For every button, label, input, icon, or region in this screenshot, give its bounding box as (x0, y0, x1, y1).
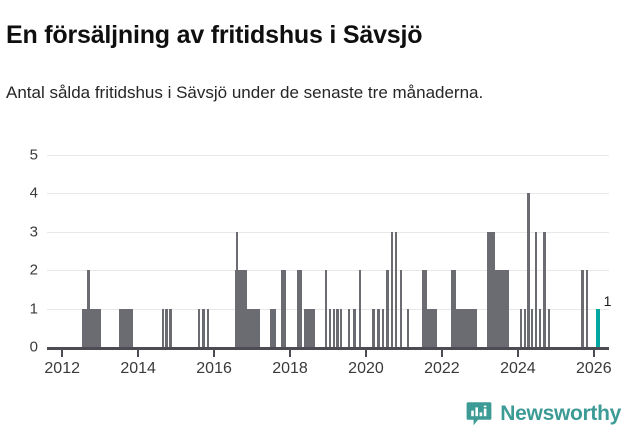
bar (234, 270, 247, 347)
bar (121, 308, 134, 347)
bar (372, 308, 375, 347)
x-axis-tick-mark (289, 350, 292, 357)
bar (169, 308, 172, 347)
bar (324, 270, 328, 347)
bar (359, 270, 362, 347)
x-axis-tick-mark (213, 350, 216, 357)
gridline (47, 193, 609, 194)
x-axis-line (47, 347, 609, 350)
chart-subtitle: Antal sålda fritidshus i Sävsjö under de… (6, 83, 484, 102)
bar (247, 308, 261, 347)
gridline (47, 231, 609, 233)
bar-highlighted (595, 308, 600, 347)
bar (202, 308, 205, 347)
y-axis-tick-label: 0 (29, 338, 38, 356)
x-axis-tick-mark (364, 350, 367, 357)
bar (161, 308, 164, 347)
page-title: En försäljning av fritidshus i Sävsjö (6, 20, 423, 49)
bar (347, 308, 350, 347)
y-axis-tick-label: 4 (29, 184, 38, 202)
bar (165, 308, 168, 347)
bar (197, 308, 201, 347)
x-axis-tick-mark (516, 350, 519, 357)
bar (531, 308, 534, 347)
bar (340, 308, 343, 347)
bar (399, 270, 403, 347)
y-axis-tick-label: 2 (29, 261, 38, 279)
x-axis-tick-label: 2014 (120, 360, 156, 377)
bar (381, 308, 385, 347)
brand-wordmark: Newsworthy (500, 402, 621, 425)
x-axis-tick-mark (592, 350, 595, 357)
bar (270, 308, 276, 347)
y-axis-tick-label: 5 (29, 146, 38, 163)
bar (425, 308, 438, 347)
x-axis-tick-label: 2020 (348, 360, 384, 377)
x-axis-tick-mark (440, 350, 443, 357)
bar (280, 270, 286, 347)
bar (395, 231, 398, 347)
bar (422, 270, 428, 347)
newsworthy-logo: Newsworthy (466, 401, 621, 427)
bar (547, 308, 551, 347)
bar (353, 308, 356, 347)
x-axis-tick-label: 2018 (272, 360, 308, 377)
bar (206, 308, 210, 347)
bar (332, 308, 335, 347)
bar (543, 231, 546, 347)
y-axis-tick-label: 3 (29, 223, 38, 240)
bar (538, 308, 542, 347)
highlight-value-label: 1 (603, 292, 612, 309)
bar (118, 308, 124, 347)
bar (377, 308, 380, 347)
y-axis-tick-label: 1 (29, 300, 38, 317)
bar (581, 270, 584, 347)
gridline (47, 154, 609, 156)
gridline (47, 308, 609, 310)
bar (406, 308, 409, 347)
x-axis-tick-mark (61, 350, 64, 357)
bar (534, 231, 538, 347)
x-axis-tick-label: 2026 (576, 360, 612, 377)
x-axis-tick-label: 2016 (196, 360, 232, 377)
x-axis-tick-label: 2022 (424, 360, 460, 377)
x-axis-tick-label: 2012 (44, 360, 80, 377)
bar (492, 270, 510, 347)
x-axis-tick-mark (137, 350, 140, 357)
bar (82, 308, 102, 347)
bar (487, 231, 496, 347)
bar (336, 308, 339, 347)
bar (452, 308, 478, 347)
bar (585, 270, 589, 347)
bar (527, 193, 530, 347)
bar (304, 308, 316, 347)
bar (328, 308, 332, 347)
bar (519, 308, 523, 347)
x-axis-tick-label: 2024 (500, 360, 536, 377)
bar-chart-speech-bubble-icon (466, 401, 492, 427)
gridline (47, 270, 609, 271)
bar (523, 308, 526, 347)
bar (390, 231, 393, 347)
bar (296, 270, 303, 347)
bar (386, 270, 389, 347)
